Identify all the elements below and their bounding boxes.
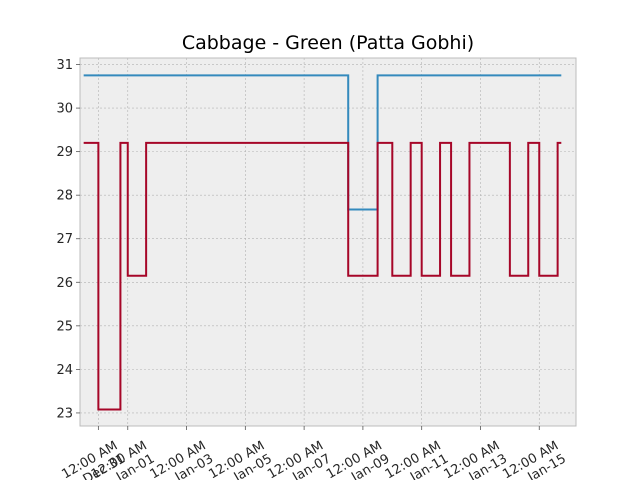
chart-title: Cabbage - Green (Patta Gobhi) — [182, 32, 474, 54]
y-tick-label: 23 — [56, 406, 73, 421]
y-tick-label: 31 — [56, 58, 73, 73]
x-tick-label: 12:00 AMJan-13 — [442, 438, 510, 480]
series-line-1 — [83, 74, 562, 211]
y-tick-label: 24 — [56, 363, 73, 378]
series-line-2 — [83, 141, 562, 411]
x-tick-label: 12:00 AMJan-09 — [324, 438, 392, 480]
plot-frame — [79, 57, 577, 427]
y-axis: 23 24 25 26 27 28 29 30 31 — [56, 58, 80, 421]
x-tick-label: 12:00 AMJan-07 — [265, 438, 333, 480]
plot-area — [80, 58, 576, 426]
y-tick-label: 30 — [56, 102, 73, 117]
y-tick-label: 25 — [56, 319, 73, 334]
x-tick-label: 12:00 AMJan-11 — [383, 438, 451, 480]
y-tick-label: 26 — [56, 276, 73, 291]
y-tick-label: 28 — [56, 189, 73, 204]
x-tick-label: 12:00 AMJan-15 — [500, 438, 568, 480]
series-layer — [83, 74, 562, 411]
x-tick-label: 12:00 AMJan-05 — [206, 438, 274, 480]
y-tick-label: 27 — [56, 232, 73, 247]
x-tick-label: 12:00 AMJan-03 — [148, 438, 216, 480]
grid-lines — [80, 58, 576, 426]
y-tick-label: 29 — [56, 145, 73, 160]
